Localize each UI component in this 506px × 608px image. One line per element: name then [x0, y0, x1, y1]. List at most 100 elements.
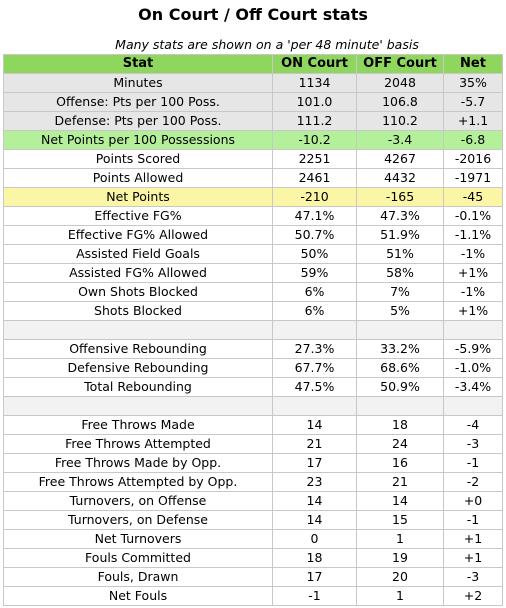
on-court-cell: 14 — [272, 510, 357, 530]
net-cell: -2 — [443, 472, 503, 492]
stat-name-cell: Free Throws Made by Opp. — [3, 453, 273, 473]
stat-name-cell: Own Shots Blocked — [3, 282, 273, 302]
net-cell — [443, 320, 503, 340]
stat-name-cell: Fouls Committed — [3, 548, 273, 568]
on-court-cell — [272, 320, 357, 340]
net-cell: +2 — [443, 586, 503, 606]
page-title: On Court / Off Court stats — [138, 5, 368, 24]
net-cell: -1.0% — [443, 358, 503, 378]
table-row: Net Points per 100 Possessions -10.2 -3.4-… — [3, 130, 503, 150]
off-court-cell: 5% — [356, 301, 444, 321]
on-court-cell: 14 — [272, 415, 357, 435]
off-court-cell: 1 — [356, 586, 444, 606]
stats-table: Stat ON Court OFF Court Net Minutes 1134 2… — [3, 54, 503, 606]
net-cell: -1 — [443, 510, 503, 530]
stat-name-cell: Free Throws Made — [3, 415, 273, 435]
stat-name-cell: Points Scored — [3, 149, 273, 169]
off-court-cell: 58% — [356, 263, 444, 283]
on-court-cell: 27.3% — [272, 339, 357, 359]
off-court-cell: 33.2% — [356, 339, 444, 359]
on-court-cell: 50% — [272, 244, 357, 264]
header-row: Stat ON Court OFF Court Net — [3, 54, 503, 74]
net-cell: -1971 — [443, 168, 503, 188]
off-court-cell: 4432 — [356, 168, 444, 188]
net-cell: -5.9% — [443, 339, 503, 359]
on-court-cell: 21 — [272, 434, 357, 454]
on-court-cell: 6% — [272, 301, 357, 321]
off-court-cell: 4267 — [356, 149, 444, 169]
net-cell: +0 — [443, 491, 503, 511]
table-row: Points Scored 2251 4267 -2016 — [3, 149, 503, 169]
net-cell: 35% — [443, 73, 503, 93]
stat-name-cell: Net Fouls — [3, 586, 273, 606]
on-court-cell: 2461 — [272, 168, 357, 188]
net-cell: -3 — [443, 434, 503, 454]
stat-name-cell: Effective FG% Allowed — [3, 225, 273, 245]
on-court-cell: 0 — [272, 529, 357, 549]
off-court-cell — [356, 396, 444, 416]
on-court-cell: 17 — [272, 453, 357, 473]
net-cell: +1.1 — [443, 111, 503, 131]
net-cell: +1% — [443, 301, 503, 321]
header-stat: Stat — [3, 54, 273, 74]
stat-name-cell: Turnovers, on Defense — [3, 510, 273, 530]
table-row: Free Throws Made by Opp. 17 16 -1 — [3, 453, 503, 473]
off-court-cell: 2048 — [356, 73, 444, 93]
off-court-cell: 20 — [356, 567, 444, 587]
table-row: Turnovers, on Offense 14 14 +0 — [3, 491, 503, 511]
stat-name-cell: Effective FG% — [3, 206, 273, 226]
table-row: Assisted FG% Allowed 59% 58% +1% — [3, 263, 503, 283]
table-row: Own Shots Blocked 6% 7% -1% — [3, 282, 503, 302]
net-cell: -1.1% — [443, 225, 503, 245]
off-court-cell: 110.2 — [356, 111, 444, 131]
stat-name-cell: Fouls, Drawn — [3, 567, 273, 587]
table-row: Net Points -210 -165 -45 — [3, 187, 503, 207]
net-cell: -1% — [443, 282, 503, 302]
net-cell: -1 — [443, 453, 503, 473]
table-row: Assisted Field Goals 50% 51% -1% — [3, 244, 503, 264]
off-court-cell: 50.9% — [356, 377, 444, 397]
stat-name-cell — [3, 320, 273, 340]
table-row: Free Throws Made 14 18 -4 — [3, 415, 503, 435]
on-court-cell: 14 — [272, 491, 357, 511]
off-court-cell: 106.8 — [356, 92, 444, 112]
on-court-cell: 50.7% — [272, 225, 357, 245]
table-row: Defense: Pts per 100 Poss. 111.2 110.2 +1.1 — [3, 111, 503, 131]
off-court-cell: 18 — [356, 415, 444, 435]
table-row: Minutes 1134 2048 35% — [3, 73, 503, 93]
stat-name-cell: Total Rebounding — [3, 377, 273, 397]
stats-body: Minutes 1134 2048 35% Offense: Pts per 100 P… — [3, 73, 503, 606]
header-off-court: OFF Court — [356, 54, 444, 74]
off-court-cell: 16 — [356, 453, 444, 473]
net-cell: +1 — [443, 548, 503, 568]
on-court-cell: 6% — [272, 282, 357, 302]
off-court-cell: 15 — [356, 510, 444, 530]
spacer-row — [3, 320, 503, 340]
header-net: Net — [443, 54, 503, 74]
net-cell: -1% — [443, 244, 503, 264]
on-court-cell: 111.2 — [272, 111, 357, 131]
net-cell: -3.4% — [443, 377, 503, 397]
table-row: Free Throws Attempted 21 24 -3 — [3, 434, 503, 454]
on-court-cell: 1134 — [272, 73, 357, 93]
table-row: Fouls Committed 18 19 +1 — [3, 548, 503, 568]
stat-name-cell: Net Points — [3, 187, 273, 207]
table-row: Offensive Rebounding 27.3% 33.2% -5.9% — [3, 339, 503, 359]
on-court-cell: 47.5% — [272, 377, 357, 397]
table-row: Offense: Pts per 100 Poss. 101.0 106.8 -5.7 — [3, 92, 503, 112]
on-court-cell: -10.2 — [272, 130, 357, 150]
on-court-cell: 59% — [272, 263, 357, 283]
stat-name-cell: Points Allowed — [3, 168, 273, 188]
net-cell: -3 — [443, 567, 503, 587]
table-row: Free Throws Attempted by Opp. 23 21 -2 — [3, 472, 503, 492]
off-court-cell: 14 — [356, 491, 444, 511]
on-court-cell: 47.1% — [272, 206, 357, 226]
off-court-cell: 19 — [356, 548, 444, 568]
on-court-cell: 18 — [272, 548, 357, 568]
table-row: Shots Blocked 6% 5% +1% — [3, 301, 503, 321]
table-row: Turnovers, on Defense 14 15 -1 — [3, 510, 503, 530]
on-court-cell: 67.7% — [272, 358, 357, 378]
table-row: Effective FG% 47.1% 47.3% -0.1% — [3, 206, 503, 226]
off-court-cell: -3.4 — [356, 130, 444, 150]
off-court-cell: -165 — [356, 187, 444, 207]
